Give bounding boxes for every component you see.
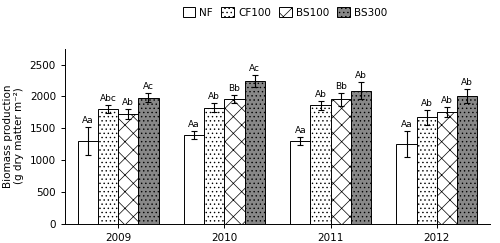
Text: Ab: Ab (122, 98, 134, 107)
Text: Ac: Ac (249, 64, 260, 73)
Bar (351, 91, 371, 224)
Text: Aa: Aa (294, 126, 306, 135)
Bar (204, 108, 225, 224)
Text: Ab: Ab (461, 78, 473, 87)
Text: Ac: Ac (143, 82, 154, 91)
Bar (244, 81, 265, 224)
Bar (437, 112, 457, 224)
Bar (184, 135, 204, 224)
Bar (290, 141, 310, 224)
Text: Aa: Aa (188, 120, 200, 130)
Text: Ab: Ab (208, 92, 220, 101)
Text: Ab: Ab (441, 96, 453, 105)
Bar (310, 105, 330, 224)
Text: Bb: Bb (335, 82, 346, 91)
Bar (98, 109, 118, 224)
Legend: NF, CF100, BS100, BS300: NF, CF100, BS100, BS300 (180, 5, 390, 20)
Text: Ab: Ab (421, 99, 432, 108)
Bar (457, 96, 477, 224)
Bar (330, 99, 351, 224)
Text: Abc: Abc (100, 94, 116, 103)
Text: Aa: Aa (82, 116, 94, 125)
Text: Aa: Aa (401, 120, 412, 130)
Text: Ab: Ab (314, 90, 326, 99)
Bar (138, 98, 158, 224)
Text: Ab: Ab (355, 71, 367, 80)
Bar (78, 141, 98, 224)
Text: Bb: Bb (228, 84, 240, 93)
Bar (118, 114, 139, 224)
Bar (224, 99, 244, 224)
Y-axis label: Biomass production
(g dry matter m⁻²): Biomass production (g dry matter m⁻²) (2, 84, 24, 188)
Bar (416, 117, 437, 224)
Bar (396, 144, 416, 224)
